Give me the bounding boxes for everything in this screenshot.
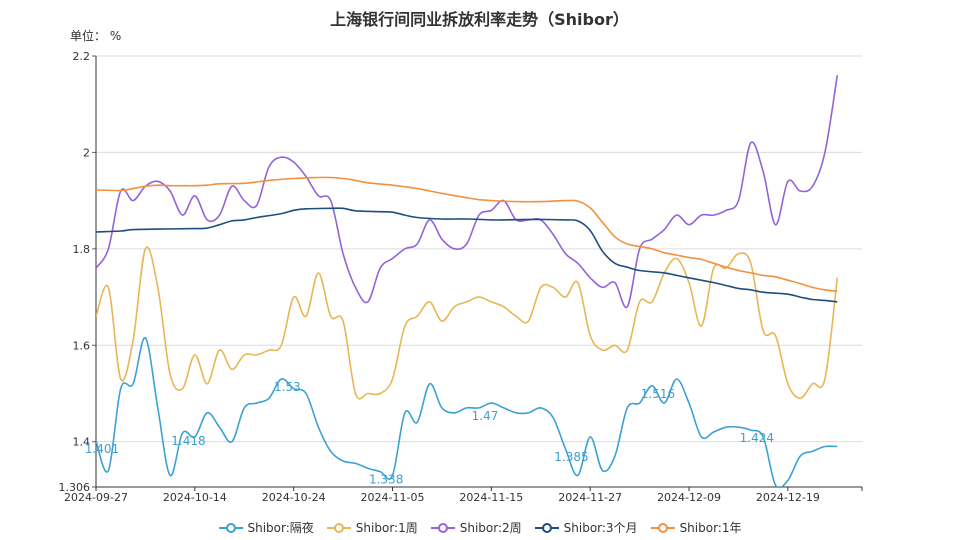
legend-swatch-marker [541,522,552,533]
x-tick-label: 2024-10-24 [262,491,326,504]
data-label: 1.424 [740,431,774,445]
x-tick-label: 2024-10-14 [163,491,227,504]
x-tick-label: 2024-11-05 [361,491,425,504]
x-tick-label: 2024-12-09 [657,491,721,504]
legend-label: Shibor:隔夜 [247,521,314,535]
y-tick-label: 1.306 [59,481,91,494]
y-tick-label: 1.6 [73,339,91,352]
legend-swatch-marker [333,522,344,533]
series-line-0 [96,337,838,487]
y-axis-unit-label: 单位： % [70,29,122,43]
data-label: 1.516 [641,387,675,401]
legend-item-3[interactable]: Shibor:3个月 [534,519,638,536]
x-tick-label: 2024-11-27 [558,491,622,504]
legend-swatch-icon [430,522,455,533]
legend-label: Shibor:2周 [459,521,522,535]
legend-item-1[interactable]: Shibor:1周 [326,519,418,536]
legend-label: Shibor:1年 [679,521,742,535]
series-line-3 [96,207,838,303]
chart-title: 上海银行间同业拆放利率走势（Shibor） [330,10,629,29]
x-tick-label: 2024-11-15 [459,491,523,504]
series-line-4 [96,176,838,293]
legend-item-2[interactable]: Shibor:2周 [430,519,522,536]
y-tick-label: 1.4 [73,436,91,449]
data-label: 1.338 [369,473,403,487]
y-tick-label: 2 [83,146,90,159]
legend-item-0[interactable]: Shibor:隔夜 [218,519,314,536]
legend-swatch-marker [657,522,668,533]
legend-swatch-icon [534,522,559,533]
legend-item-4[interactable]: Shibor:1年 [650,519,742,536]
x-tick-label: 2024-12-19 [756,491,820,504]
data-label: 1.385 [554,450,588,464]
legend-swatch-marker [225,522,236,533]
legend-swatch-marker [437,522,448,533]
chart-legend: Shibor:隔夜 Shibor:1周 Shibor:2周 Shibor:3个月 Shi… [0,519,959,536]
x-tick-label: 2024-09-27 [64,491,128,504]
data-label: 1.418 [171,434,205,448]
legend-label: Shibor:3个月 [563,521,638,535]
legend-swatch-icon [326,522,351,533]
data-label: 1.47 [472,409,499,423]
legend-swatch-icon [218,522,243,533]
legend-label: Shibor:1周 [355,521,418,535]
series-line-2 [96,75,839,309]
y-tick-label: 2.2 [73,50,91,63]
data-label: 1.401 [85,442,119,456]
series-line-1 [96,246,839,400]
y-tick-label: 1.8 [73,243,91,256]
legend-swatch-icon [650,522,675,533]
data-label: 1.53 [274,380,301,394]
